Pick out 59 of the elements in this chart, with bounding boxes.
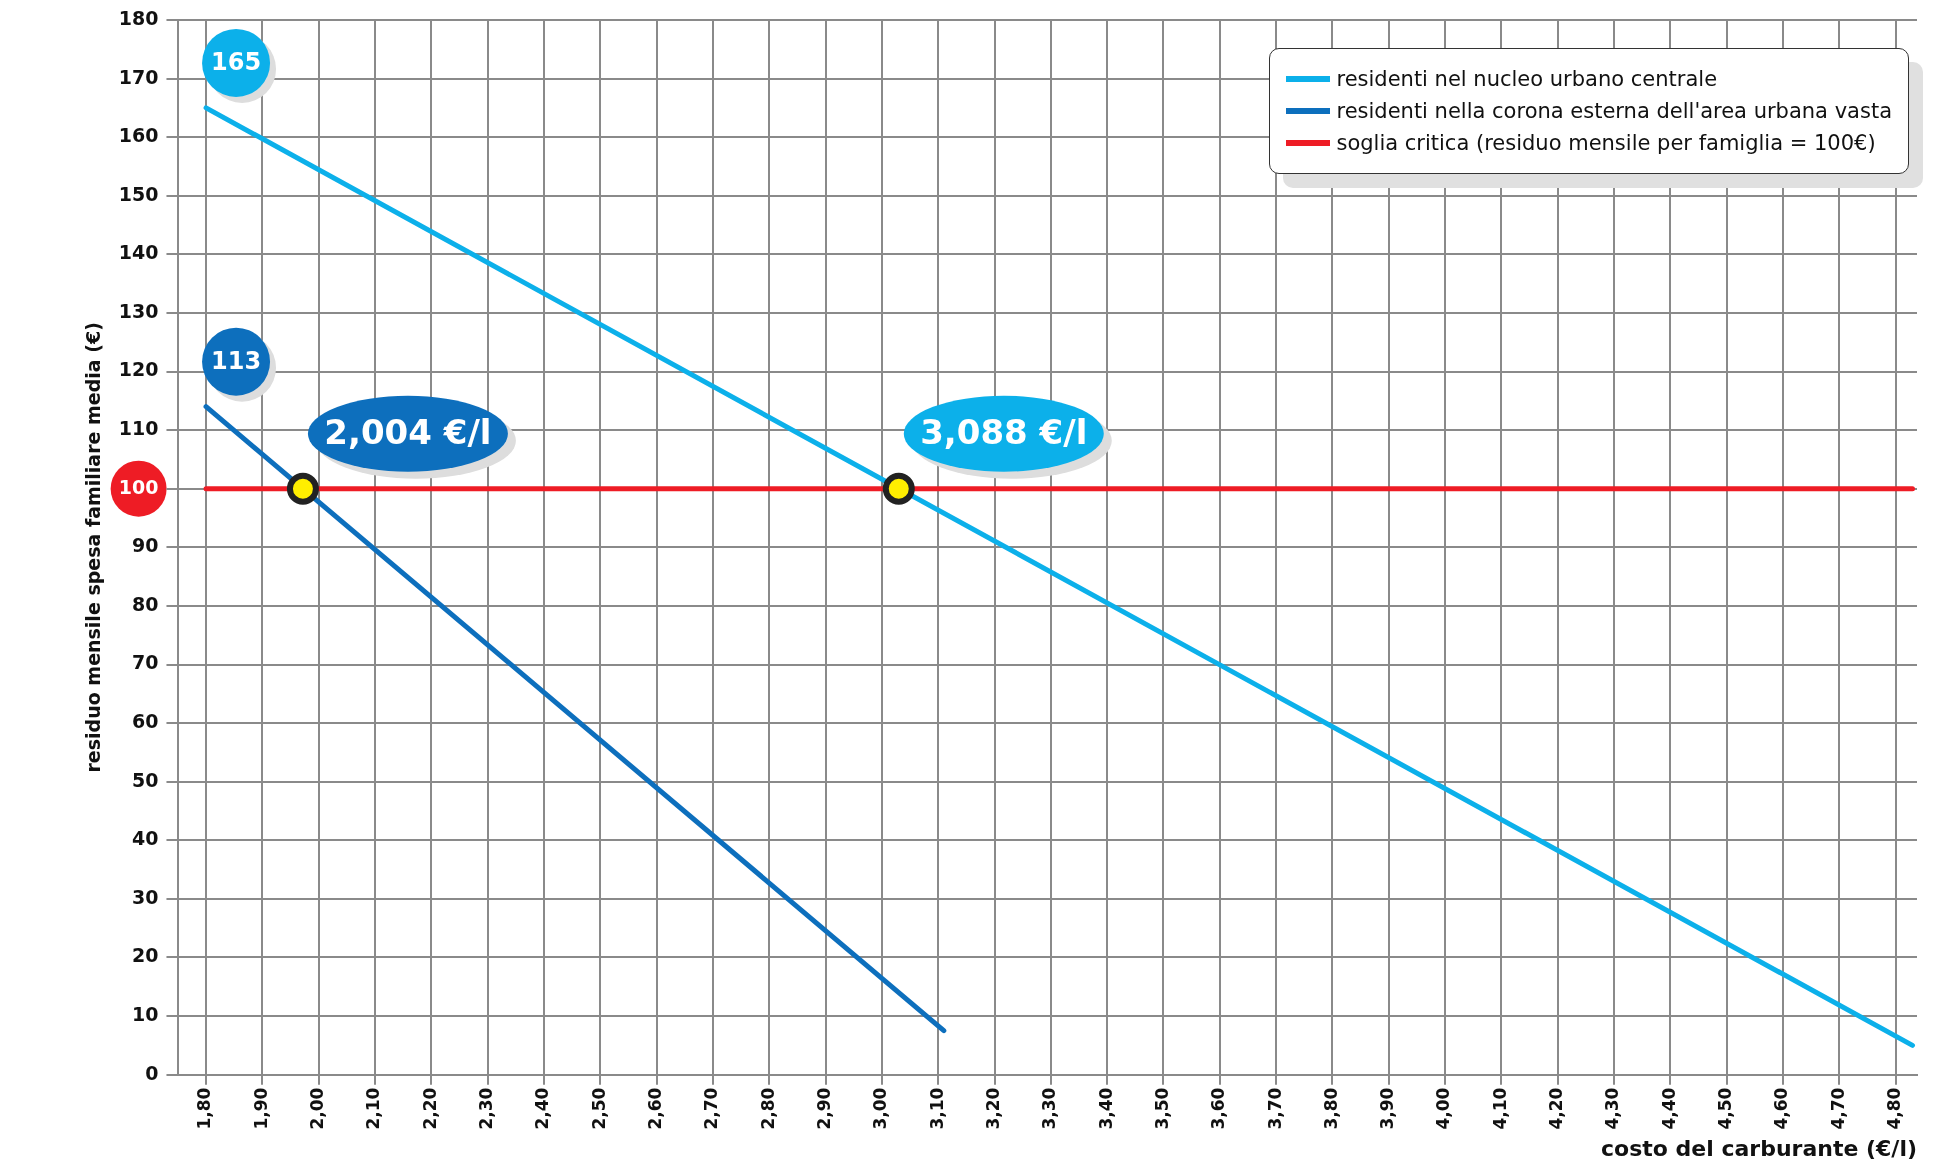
x-tick-label: 1,80 <box>194 1087 215 1130</box>
y-tick-label: 170 <box>118 65 159 88</box>
x-tick-label: 2,90 <box>813 1087 834 1130</box>
y-tick-label: 70 <box>132 651 159 674</box>
x-tick-label: 2,70 <box>701 1087 722 1130</box>
y-tick-label: 40 <box>132 827 159 850</box>
legend-label: soglia critica (residuo mensile per famiglia = 100€) <box>1336 131 1876 155</box>
y-tick-label: 140 <box>118 241 159 264</box>
x-tick-label: 4,40 <box>1658 1087 1679 1130</box>
x-tick-label: 2,30 <box>476 1087 497 1130</box>
x-tick-label: 4,10 <box>1489 1087 1510 1130</box>
y-tick-label: 10 <box>132 1003 159 1025</box>
legend-label: residenti nella corona esterna dell'area urbana vasta <box>1336 99 1892 123</box>
legend-label: residenti nel nucleo urbano centrale <box>1336 67 1718 91</box>
y-tick-label: 180 <box>118 6 159 29</box>
annotation: 113 <box>211 346 262 375</box>
annotation: 3,088 €/l <box>920 411 1088 452</box>
x-tick-label: 2,00 <box>307 1087 328 1130</box>
y-axis-title: residuo mensile spesa familiare media (€) <box>82 322 105 773</box>
x-tick-label: 2,80 <box>757 1087 778 1130</box>
x-tick-label: 4,30 <box>1602 1087 1623 1130</box>
x-tick-label: 3,80 <box>1320 1087 1341 1130</box>
y-tick-label: 0 <box>145 1061 159 1084</box>
x-tick-label: 3,90 <box>1377 1087 1398 1130</box>
y-tick-label: 50 <box>132 768 159 791</box>
x-axis-title: costo del carburante (€/l) <box>1600 1135 1917 1161</box>
x-tick-label: 3,50 <box>1151 1087 1172 1130</box>
y-tick-label: 80 <box>132 592 159 615</box>
x-tick-label: 3,30 <box>1039 1087 1060 1130</box>
x-tick-label: 3,40 <box>1095 1087 1116 1130</box>
y-tick-label: 100 <box>118 475 159 498</box>
x-tick-label: 3,00 <box>870 1087 891 1130</box>
y-tick-label: 160 <box>118 124 159 147</box>
x-tick-label: 2,50 <box>588 1087 609 1130</box>
x-tick-label: 3,10 <box>926 1087 947 1130</box>
x-tick-label: 3,20 <box>982 1087 1003 1130</box>
y-tick-label: 120 <box>118 358 159 381</box>
y-tick-label: 130 <box>118 299 159 322</box>
x-tick-label: 2,20 <box>419 1087 440 1130</box>
x-tick-label: 3,60 <box>1208 1087 1229 1130</box>
x-tick-label: 4,00 <box>1433 1087 1454 1130</box>
y-tick-label: 60 <box>132 710 159 733</box>
x-tick-label: 2,40 <box>532 1087 553 1130</box>
y-tick-label: 150 <box>118 182 159 205</box>
y-tick-label: 110 <box>118 417 159 440</box>
x-tick-label: 4,60 <box>1771 1087 1792 1130</box>
x-tick-label: 2,60 <box>645 1087 666 1130</box>
x-tick-label: 2,10 <box>363 1087 384 1130</box>
annotation: 165 <box>211 48 262 77</box>
x-tick-label: 4,50 <box>1715 1087 1736 1130</box>
y-tick-label: 20 <box>132 944 159 967</box>
y-tick-label: 30 <box>132 885 159 908</box>
x-tick-label: 4,80 <box>1884 1087 1905 1130</box>
x-tick-label: 1,90 <box>250 1087 271 1130</box>
y-tick-label: 90 <box>132 534 159 557</box>
x-tick-label: 4,70 <box>1827 1087 1848 1130</box>
x-tick-label: 4,20 <box>1546 1087 1567 1130</box>
x-tick-label: 3,70 <box>1264 1087 1285 1130</box>
annotation: 2,004 €/l <box>324 411 492 452</box>
